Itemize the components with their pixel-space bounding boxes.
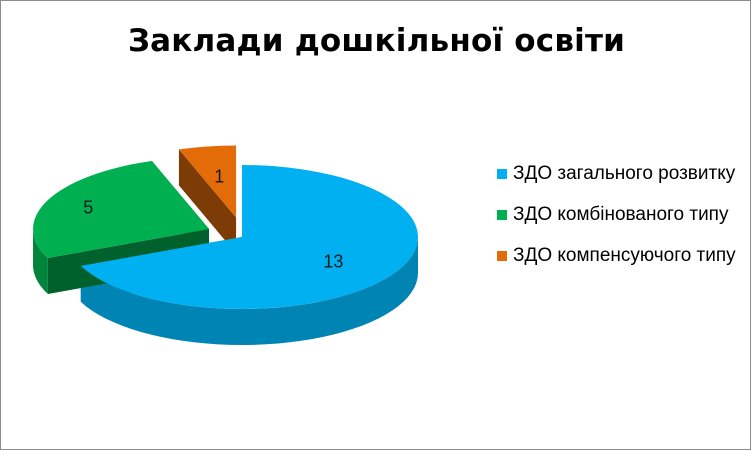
pie-slice-1	[33, 160, 210, 258]
legend-label-2: ЗДО компенсуючого типу	[513, 245, 736, 266]
data-label-1: 5	[83, 197, 93, 217]
pie-slice-side-2	[178, 149, 237, 254]
legend-label-1: ЗДО комбінованого типу	[513, 204, 729, 225]
legend-swatch-2	[497, 251, 507, 261]
chart-title: Заклади дошкільної освіти	[127, 23, 626, 59]
pie-slice-0	[80, 165, 418, 310]
legend-item-0: ЗДО загального розвитку	[497, 159, 747, 189]
pie-slice-2	[178, 145, 237, 218]
data-label-2: 1	[214, 166, 224, 186]
legend-item-1: ЗДО комбінованого типу	[497, 200, 747, 230]
data-label-0: 13	[323, 251, 343, 271]
legend-item-2: ЗДО компенсуючого типу	[497, 241, 747, 271]
legend-swatch-0	[497, 169, 507, 179]
legend: ЗДО загального розвитку ЗДО комбінованого…	[497, 159, 747, 282]
legend-swatch-1	[497, 210, 507, 220]
legend-label-0: ЗДО загального розвитку	[513, 163, 736, 184]
